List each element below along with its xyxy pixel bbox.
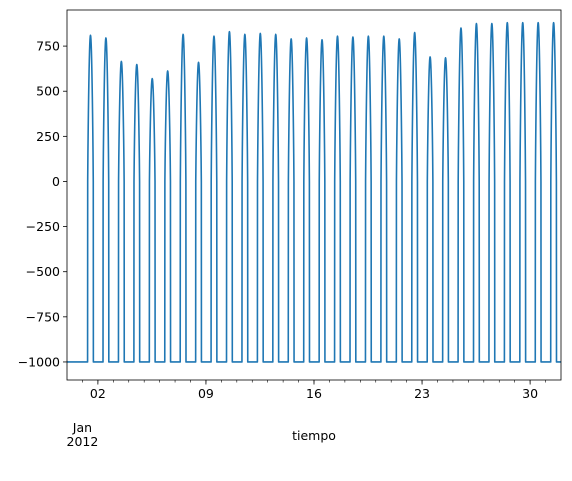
y-tick-label: 500: [36, 84, 60, 99]
y-tick-label: −500: [26, 264, 60, 279]
y-axis: −1000 −750 −500 −250 0 250 500 750: [18, 39, 67, 369]
x-tick-label: 09: [198, 386, 214, 401]
x-tick-label: 16: [306, 386, 322, 401]
y-tick-label: −250: [26, 219, 60, 234]
y-tick-label: 0: [52, 174, 60, 189]
plot-area: [67, 21, 561, 363]
axes-frame: [66, 9, 562, 381]
y-tick-label: −1000: [18, 354, 60, 369]
y-tick-label: 750: [36, 39, 60, 54]
y-tick-label: 250: [36, 129, 60, 144]
x-offset-month-label: Jan: [72, 420, 92, 435]
series-line: [67, 21, 561, 363]
x-offset-year-label: 2012: [67, 434, 99, 449]
y-tick-label: −750: [26, 309, 60, 324]
x-tick-label: 23: [414, 386, 430, 401]
x-tick-label: 02: [90, 386, 106, 401]
x-axis: 02 09 16 23 30: [82, 380, 546, 401]
x-axis-label: tiempo: [292, 428, 336, 443]
x-tick-label: 30: [522, 386, 538, 401]
